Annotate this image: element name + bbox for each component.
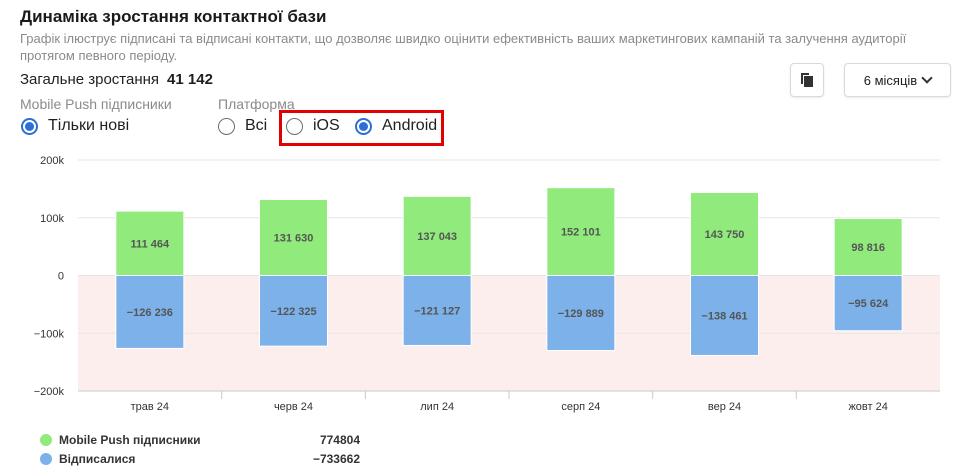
bar-subscribers (690, 191, 759, 276)
legend-dot-icon (40, 434, 52, 446)
data-label: 131 630 (274, 232, 314, 244)
y-tick-label: 100k (40, 213, 64, 225)
chevron-down-icon (921, 72, 933, 84)
y-tick-label: −100k (34, 328, 65, 340)
radio-only-new-label: Тільки нові (48, 117, 130, 134)
radio-checked-icon (21, 117, 38, 135)
legend-dot-icon (40, 453, 52, 465)
y-tick-label: 200k (40, 155, 64, 167)
radio-platform-ios[interactable]: iOS (286, 117, 340, 135)
legend-item-subscribers[interactable]: Mobile Push підписники (40, 433, 201, 447)
x-tick-label: трав 24 (131, 401, 169, 413)
contact-growth-chart: 200k 100k 0 −100k −200k трав 24 111 464 −126 23… (34, 155, 940, 413)
radio-unchecked-icon (218, 117, 235, 135)
page-title: Динаміка зростання контактної бази (20, 7, 327, 26)
data-label: 98 816 (851, 242, 885, 254)
data-label: −138 461 (701, 310, 747, 322)
period-dropdown[interactable]: 6 місяців (844, 63, 951, 97)
x-tick-label: жовт 24 (848, 401, 887, 413)
data-label: −95 624 (848, 298, 889, 310)
legend-total-subscribers: 774804 (319, 433, 360, 447)
data-label: 111 464 (131, 238, 170, 250)
radio-platform-android[interactable]: Android (355, 117, 437, 135)
data-label: −126 236 (127, 307, 173, 319)
x-tick-label: лип 24 (420, 401, 454, 413)
bar-subscribers (115, 210, 185, 276)
bar-unsubscribed (259, 275, 328, 347)
bar-subscribers (546, 187, 616, 276)
data-label: 143 750 (705, 229, 745, 241)
y-tick-label: 0 (58, 271, 64, 283)
radio-unchecked-icon (286, 117, 303, 135)
x-tick-label: вер 24 (708, 401, 741, 413)
bar-unsubscribed (833, 275, 903, 332)
legend-label: Відписалися (59, 452, 136, 466)
bar-subscribers (833, 217, 903, 276)
bar-unsubscribed (115, 275, 185, 349)
page-subtitle: Графік ілюструє підписані та відписані к… (20, 31, 907, 63)
bar-unsubscribed (402, 275, 472, 346)
copy-button[interactable] (790, 63, 824, 97)
bar-unsubscribed (690, 275, 759, 356)
total-growth-value: 41 142 (167, 71, 213, 88)
data-label: −122 325 (270, 306, 316, 318)
radio-checked-icon (355, 117, 372, 135)
period-label: 6 місяців (863, 72, 918, 88)
platform-filter-label: Платформа (218, 96, 295, 112)
legend-label: Mobile Push підписники (59, 433, 201, 447)
data-label: −121 127 (414, 305, 460, 317)
radio-platform-ios-label: iOS (313, 117, 340, 134)
total-growth: Загальне зростання 41 142 (20, 71, 213, 88)
y-tick-label: −200k (34, 386, 65, 398)
highlight-box (279, 110, 444, 146)
total-growth-label: Загальне зростання (20, 71, 160, 88)
radio-platform-all[interactable]: Всі (218, 117, 267, 135)
data-label: 137 043 (417, 231, 457, 243)
data-label: 152 101 (561, 227, 601, 239)
bar-subscribers (259, 198, 328, 276)
data-label: −129 889 (558, 308, 604, 320)
radio-only-new[interactable]: Тільки нові (21, 117, 129, 135)
x-tick-label: серп 24 (561, 401, 600, 413)
x-tick-label: черв 24 (274, 401, 313, 413)
radio-platform-all-label: Всі (245, 117, 268, 134)
legend-total-unsubscribed: −733662 (312, 452, 360, 466)
legend-item-unsubscribed[interactable]: Відписалися (40, 452, 135, 466)
radio-platform-android-label: Android (382, 117, 438, 134)
push-filter-label: Mobile Push підписники (20, 96, 172, 112)
bar-unsubscribed (546, 275, 616, 352)
bar-subscribers (402, 195, 472, 276)
